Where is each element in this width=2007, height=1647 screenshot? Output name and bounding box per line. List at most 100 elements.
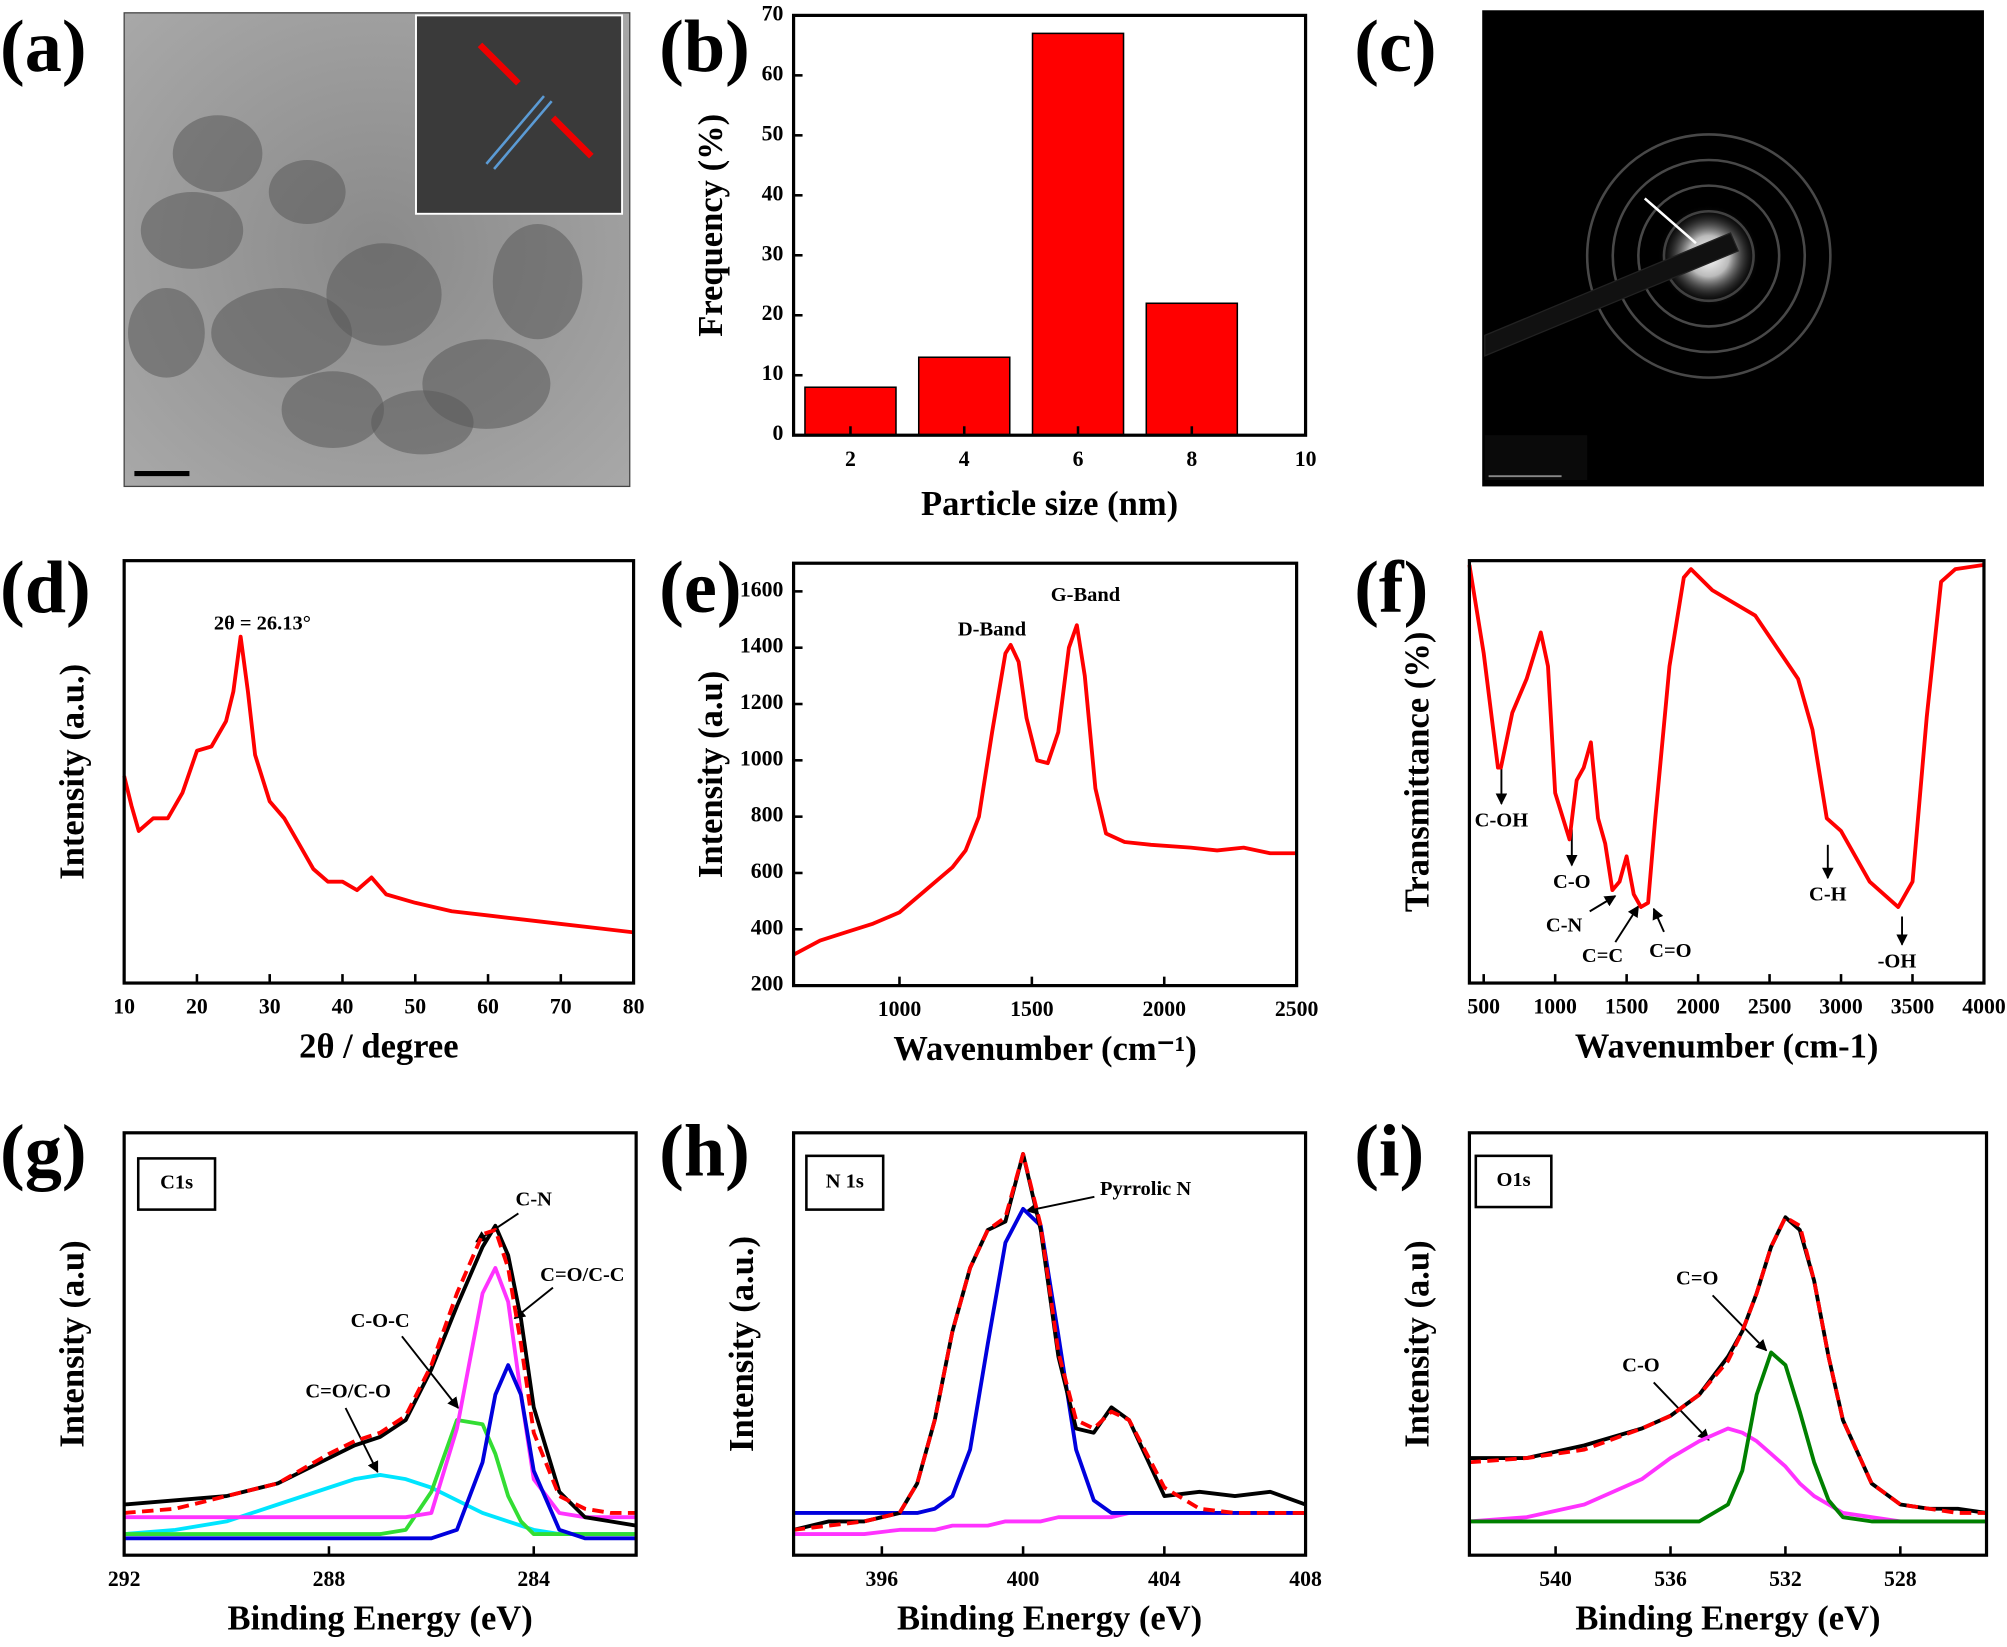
panel-label: (a) [0,6,87,88]
x-tick-label: 288 [313,1567,346,1591]
diffraction-ring [1585,133,1832,379]
x-tick-label: 8 [1186,447,1197,471]
y-axis-label: Intensity (a.u) [692,671,730,878]
annotation: C=O/C-O [305,1380,391,1402]
panel-label: (g) [0,1110,87,1192]
annotation: C-O [1622,1355,1660,1377]
x-tick-label: 10 [113,995,135,1019]
annotation: C-O [1553,871,1591,893]
x-tick-label: 1500 [1010,997,1054,1021]
x-tick-label: 2000 [1142,997,1186,1021]
bar [1031,32,1125,436]
plot-frame [1467,559,1986,985]
y-tick-label: 0 [772,421,783,445]
x-axis-label: Wavenumber (cm-1) [1575,1028,1879,1066]
y-tick-label: 20 [762,301,784,325]
plot [123,1223,637,1541]
x-tick-label: 1000 [1533,995,1577,1019]
x-axis-label: Particle size (nm) [921,485,1178,523]
annotation-arrow [1614,905,1640,943]
annotation: -OH [1878,950,1917,972]
x-tick-label: 40 [332,995,354,1019]
x-axis-label: Binding Energy (eV) [897,1600,1202,1638]
data-line [1469,1215,1987,1515]
x-tick-label: 3500 [1891,995,1935,1019]
data-line [124,1363,637,1541]
x-tick-label: 60 [477,995,499,1019]
annotation-arrow [1589,895,1617,913]
plot [1469,1215,1987,1524]
plot [793,1152,1307,1536]
plot-frame [791,13,1308,437]
scale-box [1484,435,1588,481]
particle [140,192,244,269]
particle [371,390,474,455]
y-axis-label: Intensity (a.u) [1399,1240,1437,1447]
y-tick-label: 10 [762,361,784,385]
data-line [1469,1350,1987,1524]
y-tick-label: 200 [751,972,784,996]
x-tick-label: 6 [1073,447,1084,471]
beam-stop [1484,232,1740,357]
y-axis-label: Frequency (%) [692,114,730,337]
y-tick-label: 70 [762,1,784,25]
plot-frame [791,1131,1308,1557]
particle [172,115,263,193]
lattice-line [493,100,553,170]
x-tick-label: 408 [1289,1567,1322,1591]
annotation: C=C [1582,945,1623,967]
data-line [123,1228,637,1515]
data-line [123,1223,637,1528]
annotation-arrow [1653,1381,1710,1441]
y-tick-label: 1200 [740,690,784,714]
y-tick-label: 1600 [740,577,784,601]
x-tick-label: 396 [866,1567,899,1591]
panel-label: (e) [659,547,741,629]
particle [211,288,352,378]
panel-label: (c) [1354,6,1436,88]
y-tick-label: 1000 [740,746,784,770]
y-axis-label: Intensity (a.u.) [723,1236,761,1452]
plot-frame [1467,1131,1989,1557]
bar [1145,302,1239,436]
annotation-arrow [1652,907,1665,933]
plot-frame [122,1131,638,1557]
x-tick-label: 536 [1654,1567,1687,1591]
x-axis-label: Binding Energy (eV) [228,1600,533,1638]
annotation: C=O [1676,1268,1718,1290]
annotation: C=O/C-C [540,1264,624,1286]
x-tick-label: 4 [959,447,970,471]
pointer [1643,197,1697,245]
inset-label: C1s [160,1172,193,1194]
lattice-line [485,95,545,165]
y-tick-label: 60 [762,61,784,85]
x-tick-label: 10 [1295,447,1317,471]
x-tick-label: 1000 [878,997,922,1021]
particle [492,224,583,340]
data-line [793,1152,1306,1532]
data-line [792,623,1297,957]
annotation: C-N [1546,914,1583,936]
x-tick-label: 70 [550,995,572,1019]
annotation: G-Band [1051,584,1121,606]
y-axis-label: Transmittance (%) [1399,632,1437,912]
x-axis-label: Wavenumber (cm⁻¹) [893,1030,1196,1068]
particle [326,243,442,346]
x-axis-label: Binding Energy (eV) [1575,1600,1880,1638]
y-tick-label: 50 [762,121,784,145]
x-tick-label: 292 [108,1567,141,1591]
x-tick-label: 50 [404,995,426,1019]
particle [268,160,346,225]
particle [281,371,384,449]
annotation: D-Band [958,619,1027,641]
x-tick-label: 528 [1884,1567,1917,1591]
inset-box [1474,1154,1553,1209]
x-tick-label: 30 [259,995,281,1019]
diffraction-ring [1637,184,1781,328]
arrow [477,42,521,86]
y-tick-label: 800 [751,803,784,827]
panel-label: (d) [0,547,91,629]
plot-frame [791,561,1299,988]
annotation: C=O [1649,940,1691,962]
y-tick-label: 1400 [740,634,784,658]
